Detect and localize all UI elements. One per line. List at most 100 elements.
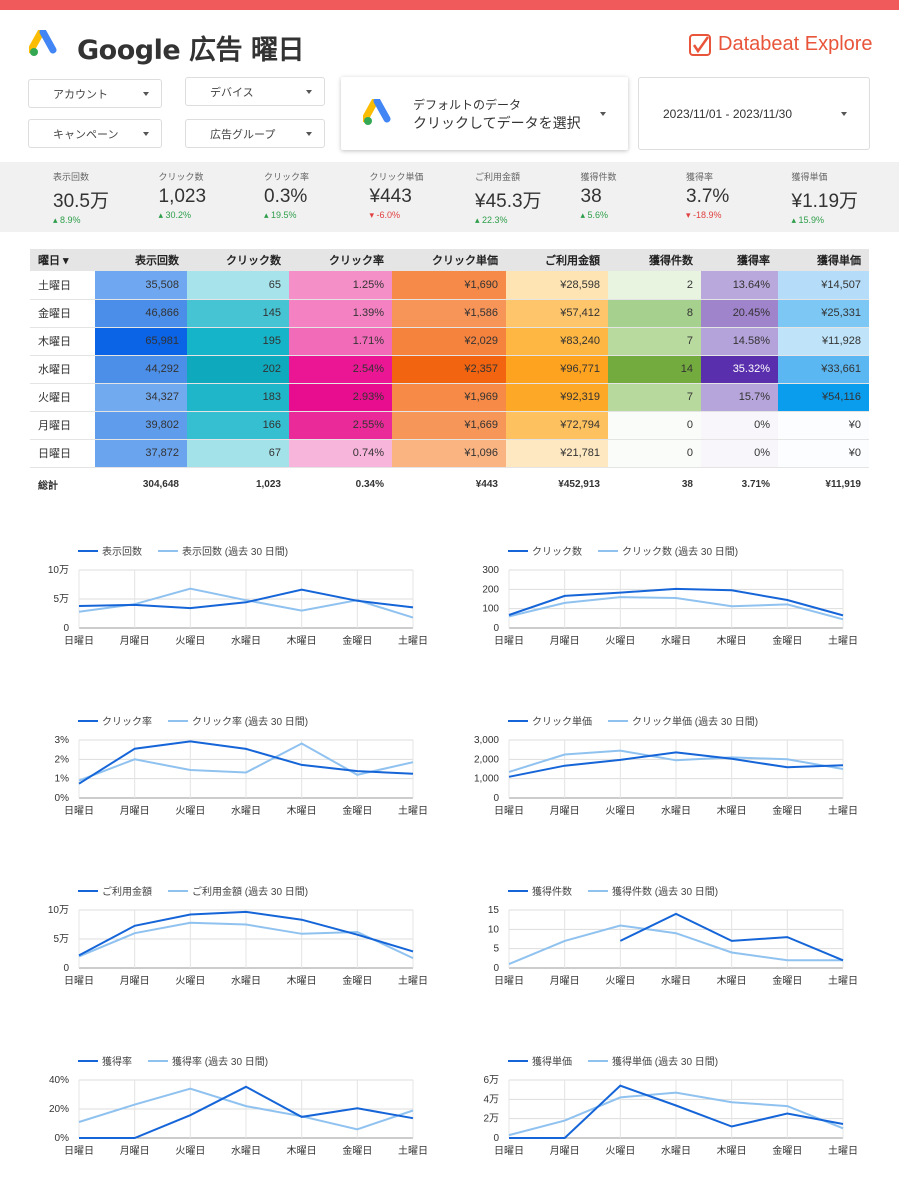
metric-cell: 39,802 <box>95 411 187 440</box>
x-tick-label: 月曜日 <box>120 1145 150 1157</box>
chevron-down-icon <box>143 91 149 96</box>
top-accent-bar <box>0 0 899 10</box>
series-line-current <box>508 751 844 778</box>
legend-label: クリック単価 <box>532 717 592 728</box>
y-tick-label: 0 <box>493 623 499 634</box>
metric-cell: ¥25,331 <box>778 299 869 328</box>
line-chart: 0 1,000 2,000 3,000 日曜日 月曜日 火曜日 水曜日 木曜日 金曜日 土曜日 クリッ… <box>460 710 880 845</box>
kpi-label: クリック単価 <box>369 172 424 182</box>
kpi-delta: ▴ 30.2% <box>158 210 192 220</box>
metric-cell: 0% <box>701 411 778 440</box>
weekday-cell: 月曜日 <box>30 411 95 440</box>
metric-cell: ¥57,412 <box>506 299 608 328</box>
google-ads-logo <box>29 30 57 56</box>
metric-cell: ¥1,690 <box>392 271 506 300</box>
series-line-previous <box>508 1091 844 1137</box>
legend-label: ご利用金額 (過去 30 日間) <box>192 887 309 898</box>
campaign-filter[interactable]: キャンペーン <box>28 119 162 148</box>
metric-cell: 35,508 <box>95 271 187 300</box>
line-chart: 0 5 10 15 日曜日 月曜日 火曜日 水曜日 木曜日 金曜日 土曜日 獲得件数 獲得件数 (過去 … <box>460 880 880 1015</box>
column-header[interactable]: 獲得率 <box>701 249 778 271</box>
y-tick-label: 0 <box>493 793 499 804</box>
metric-cell: ¥28,598 <box>506 271 608 300</box>
legend-label: クリック数 (過去 30 日間) <box>622 547 739 558</box>
adgroup-filter[interactable]: 広告グループ <box>185 119 325 148</box>
chevron-down-icon <box>306 131 312 136</box>
kpi-scorecards: 表示回数 30.5万 ▴ 8.9% クリック数 1,023 ▴ 30.2% クリック… <box>0 162 899 232</box>
column-header[interactable]: クリック率 <box>289 249 392 271</box>
kpi-value: ¥45.3万 <box>475 191 542 212</box>
kpi-value: 3.7% <box>686 186 730 207</box>
legend-label: ご利用金額 <box>102 887 152 898</box>
legend-swatch <box>78 889 98 892</box>
kpi-label: 獲得率 <box>686 172 714 182</box>
y-tick-label: 5万 <box>53 934 69 945</box>
column-header[interactable]: クリック数 <box>187 249 289 271</box>
kpi-value: ¥1.19万 <box>791 191 859 212</box>
y-tick-label: 0% <box>55 793 70 804</box>
chart-svg: 0% 20% 40% 日曜日 月曜日 火曜日 水曜日 木曜日 金曜日 土曜日 <box>49 1075 428 1157</box>
x-tick-label: 土曜日 <box>398 804 428 817</box>
table-row: 土曜日 35,508 65 1.25% ¥1,690 ¥28,598 2 13.64% ¥14,… <box>30 271 869 300</box>
x-tick-label: 木曜日 <box>287 1145 317 1157</box>
account-filter-label: アカウント <box>53 88 108 101</box>
total-cell: ¥443 <box>475 478 498 490</box>
x-tick-label: 水曜日 <box>231 805 261 817</box>
y-tick-label: 40% <box>49 1075 69 1086</box>
metric-cell: ¥72,794 <box>506 411 608 440</box>
google-ads-icon <box>363 99 391 125</box>
y-tick-label: 100 <box>482 604 499 615</box>
x-tick-label: 火曜日 <box>605 635 635 647</box>
column-header[interactable]: 獲得単価 <box>778 249 869 271</box>
metric-cell: 20.45% <box>701 299 778 328</box>
column-header[interactable]: 表示回数 <box>95 249 187 271</box>
x-tick-label: 土曜日 <box>398 634 428 647</box>
metric-cell: 35.32% <box>701 355 778 384</box>
legend-label: 獲得率 <box>102 1057 132 1068</box>
chart-legend: ご利用金額 ご利用金額 (過去 30 日間) <box>78 883 308 898</box>
x-tick-label: 月曜日 <box>120 975 150 987</box>
data-source-selector[interactable]: デフォルトのデータ クリックしてデータを選択 <box>341 77 628 150</box>
legend-swatch <box>508 549 528 552</box>
metric-cell: 183 <box>187 383 289 412</box>
campaign-filter-label: キャンペーン <box>53 128 119 141</box>
account-filter[interactable]: アカウント <box>28 79 162 108</box>
legend-swatch <box>508 719 528 722</box>
metric-cell: 2 <box>608 271 701 300</box>
y-tick-label: 0 <box>493 1133 499 1144</box>
date-range-picker[interactable]: 2023/11/01 - 2023/11/30 <box>638 77 870 150</box>
kpi-card: 表示回数 30.5万 ▴ 8.9% <box>53 170 158 226</box>
legend-swatch <box>158 549 178 552</box>
data-source-label: デフォルトのデータ <box>413 98 522 112</box>
metric-cell: ¥21,781 <box>506 439 608 468</box>
column-header[interactable]: クリック単価 <box>392 249 506 271</box>
metric-cell: ¥1,096 <box>392 439 506 468</box>
x-tick-label: 火曜日 <box>175 975 205 987</box>
legend-swatch <box>78 1059 98 1062</box>
kpi-card: クリック数 1,023 ▴ 30.2% <box>159 170 264 221</box>
x-tick-label: 日曜日 <box>494 975 524 987</box>
device-filter[interactable]: デバイス <box>185 77 325 106</box>
y-tick-label: 3,000 <box>474 735 499 746</box>
y-tick-label: 5万 <box>53 594 69 605</box>
x-tick-label: 火曜日 <box>175 635 205 647</box>
column-header-weekday[interactable]: 曜日 ▾ <box>30 249 95 271</box>
series-line-previous <box>78 742 414 782</box>
metric-cell: 65,981 <box>95 327 187 356</box>
metric-cell: 7 <box>608 327 701 356</box>
x-tick-label: 土曜日 <box>398 974 428 987</box>
column-header[interactable]: 獲得件数 <box>608 249 701 271</box>
metric-cell: 7 <box>608 383 701 412</box>
x-tick-label: 日曜日 <box>494 635 524 647</box>
y-tick-label: 1,000 <box>474 774 499 785</box>
column-header[interactable]: ご利用金額 <box>506 249 608 271</box>
y-tick-label: 10 <box>488 924 500 935</box>
kpi-value: 0.3% <box>264 186 308 207</box>
metric-cell: ¥96,771 <box>506 355 608 384</box>
series-line-previous <box>508 596 844 621</box>
y-tick-label: 20% <box>49 1104 69 1115</box>
chart-legend: 表示回数 表示回数 (過去 30 日間) <box>78 543 288 558</box>
line-chart: 0 5万 10万 日曜日 月曜日 火曜日 水曜日 木曜日 金曜日 土曜日 表示回数 表示回数 (過去 … <box>30 540 450 675</box>
kpi-value: 30.5万 <box>53 191 109 212</box>
metric-cell: 15.7% <box>701 383 778 412</box>
